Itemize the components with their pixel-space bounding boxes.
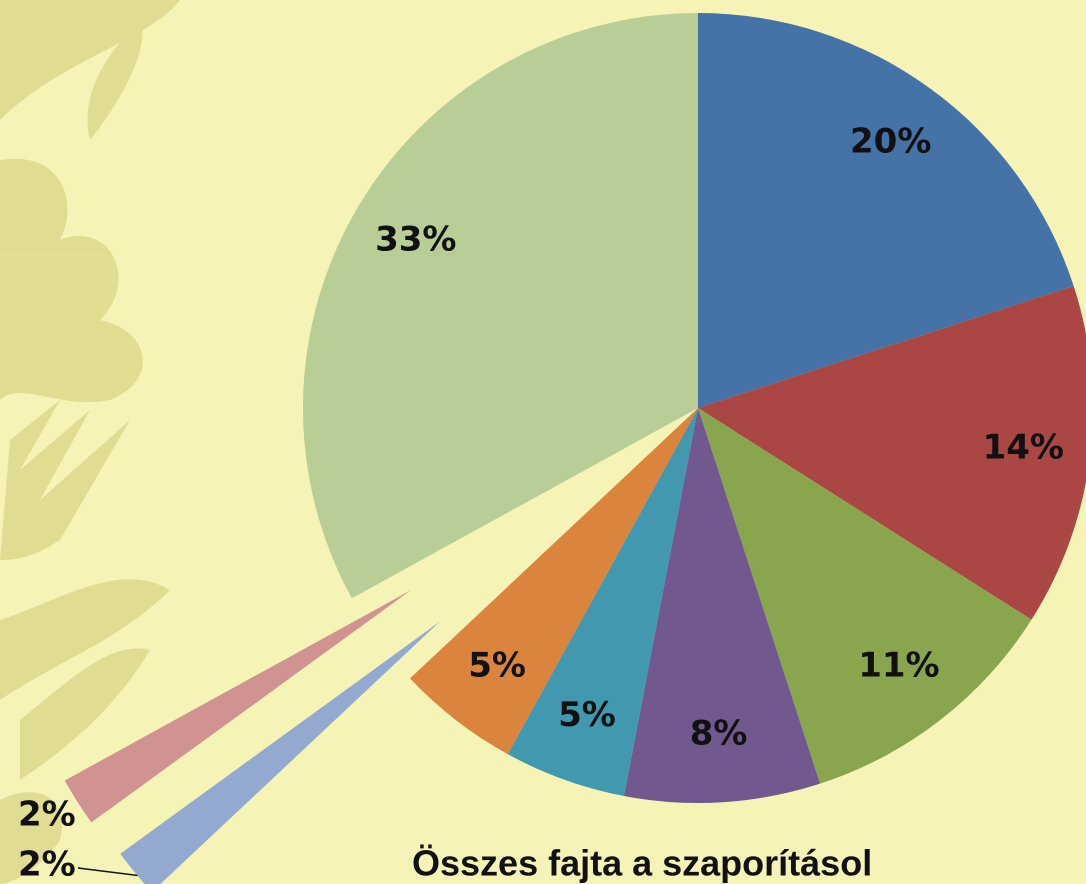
data-label: 11% [858, 646, 939, 686]
data-label: 2% [18, 795, 76, 835]
pie-slice [698, 13, 1074, 408]
data-label: 5% [558, 695, 616, 735]
data-label: 33% [375, 220, 456, 260]
data-label: 14% [983, 428, 1064, 468]
pie-slice [623, 408, 821, 803]
pie-slice [507, 408, 698, 797]
leader-line [77, 867, 143, 877]
pie-slice [302, 12, 698, 599]
pie-slice [698, 285, 1086, 620]
data-label: 8% [690, 714, 748, 754]
pie-slice [64, 590, 411, 823]
data-label: 5% [468, 646, 526, 686]
chart-title: Összes fajta a szaporításol [412, 843, 872, 884]
pie-slice [698, 408, 1032, 784]
pie-slice [410, 408, 698, 755]
data-label: 2% [18, 845, 76, 884]
pie-slice [120, 621, 440, 884]
data-label: 20% [850, 121, 931, 161]
leaf-decoration [0, 0, 180, 884]
